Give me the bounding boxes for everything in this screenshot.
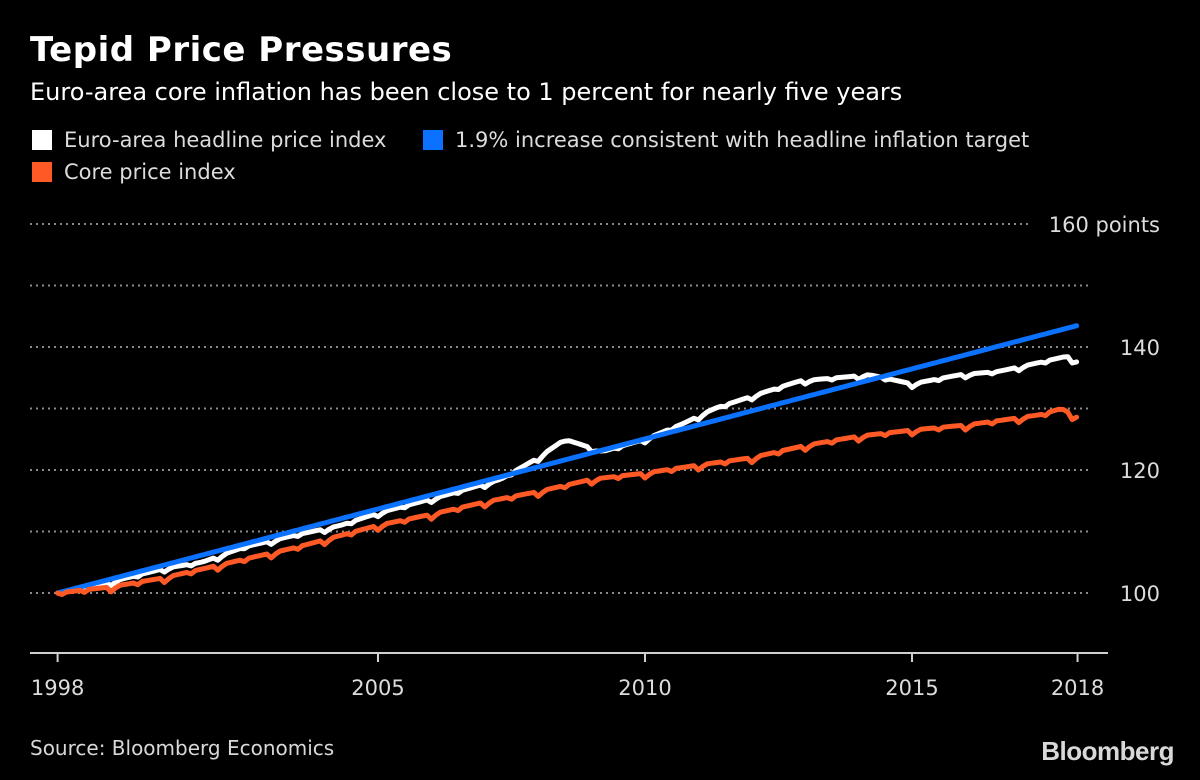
y-tick-label: 160 points: [1049, 213, 1160, 237]
legend-swatch-headline: [32, 130, 52, 150]
legend-label-core: Core price index: [64, 160, 236, 184]
series-line-2: [55, 406, 1080, 597]
y-tick-label: 140: [1120, 336, 1160, 360]
gridlines: [30, 223, 1088, 594]
x-tick-label: 1998: [31, 676, 84, 700]
legend-label-target: 1.9% increase consistent with headline i…: [455, 128, 1030, 152]
chart-title: Tepid Price Pressures: [30, 30, 453, 70]
x-tick-label: 2015: [885, 676, 938, 700]
series-lines: [55, 323, 1080, 597]
legend-swatch-target: [423, 130, 443, 150]
x-tick-label: 2005: [351, 676, 404, 700]
legend-item-headline: Euro-area headline price index: [32, 128, 386, 152]
legend-label-headline: Euro-area headline price index: [64, 128, 387, 152]
source-note: Source: Bloomberg Economics: [30, 736, 335, 760]
y-axis-labels: 160 points 140 120 100: [1049, 213, 1160, 606]
x-tick-label: 2010: [618, 676, 671, 700]
x-axis: 1998 2005 2010 2015 2018: [30, 652, 1108, 700]
bloomberg-logo: Bloomberg: [1041, 736, 1174, 766]
y-tick-label: 100: [1120, 582, 1160, 606]
series-line-1: [55, 323, 1080, 596]
chart-subtitle: Euro-area core inflation has been close …: [30, 78, 903, 106]
legend-swatch-core: [32, 162, 52, 182]
y-tick-label: 120: [1120, 459, 1160, 483]
legend-item-target: 1.9% increase consistent with headline i…: [423, 128, 1029, 152]
legend-item-core: Core price index: [32, 160, 236, 184]
series-line-0: [55, 354, 1080, 597]
x-tick-label: 2018: [1051, 676, 1104, 700]
